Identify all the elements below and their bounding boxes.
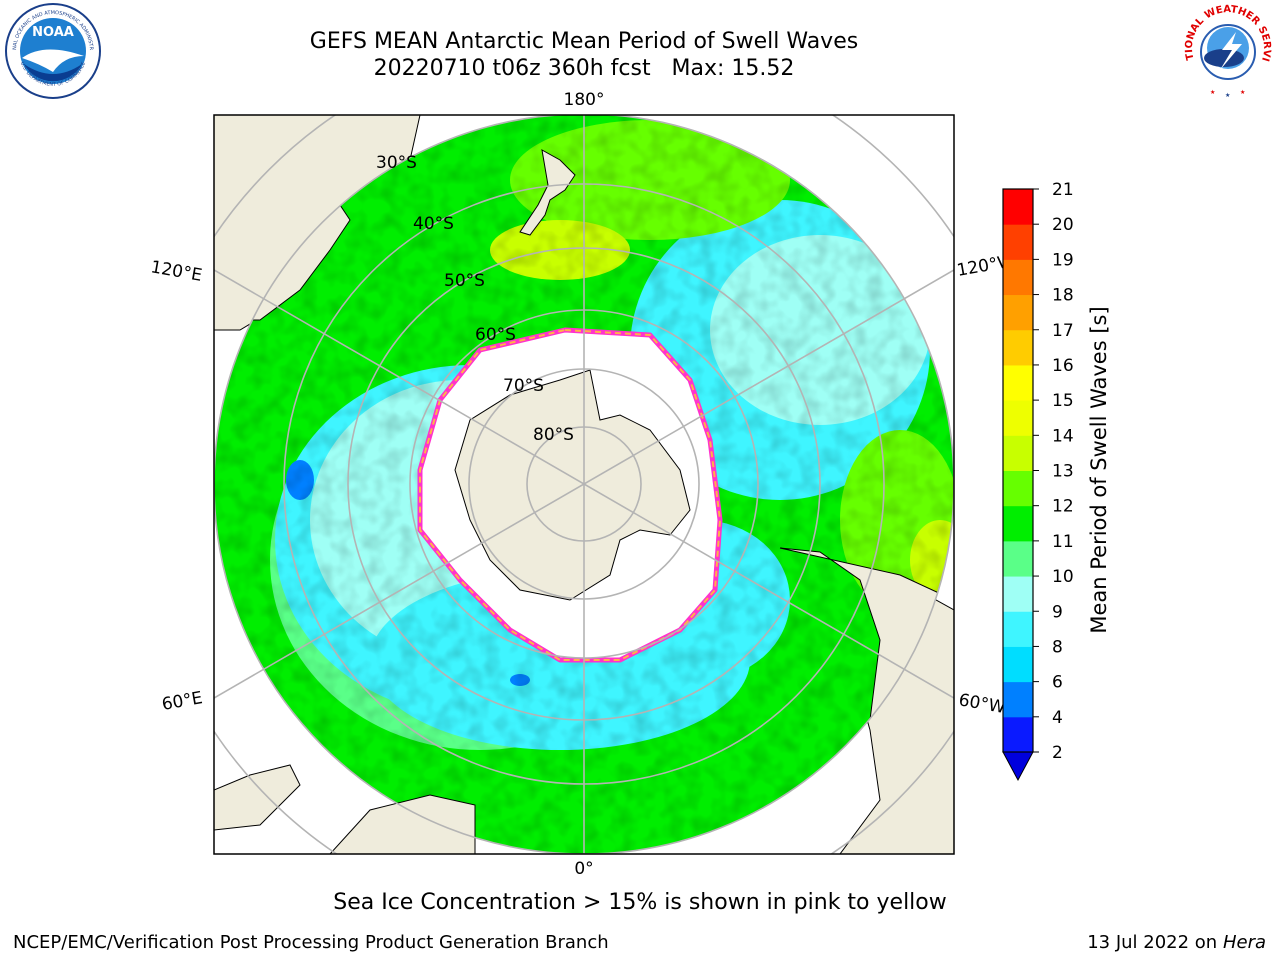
lon-label-0: 0° bbox=[574, 859, 593, 879]
colorbar-swatch bbox=[1003, 294, 1033, 331]
noaa-logo-text: NOAA bbox=[32, 25, 74, 40]
colorbar-swatch bbox=[1003, 435, 1033, 471]
colorbar-tick-label: 10 bbox=[1052, 567, 1074, 587]
colorbar-tick-label: 21 bbox=[1052, 180, 1074, 200]
colorbar-swatch bbox=[1003, 400, 1033, 436]
colorbar-tick-label: 4 bbox=[1052, 708, 1063, 728]
colorbar: 2 4 6 8 9 10 11 12 13 14 15 16 17 18 19 20 21 Mean Perio… bbox=[1002, 180, 1111, 782]
colorbar-tick-label: 13 bbox=[1052, 462, 1074, 482]
colorbar-tick-label: 17 bbox=[1052, 321, 1074, 341]
colorbar-tick-label: 11 bbox=[1052, 532, 1074, 552]
map-frame bbox=[213, 114, 955, 855]
chart-title: GEFS MEAN Antarctic Mean Period of Swell… bbox=[309, 29, 859, 54]
colorbar-tick-label: 9 bbox=[1052, 602, 1063, 622]
svg-text:★: ★ bbox=[1225, 92, 1230, 99]
colorbar-swatch bbox=[1003, 259, 1033, 296]
colorbar-tick-label: 15 bbox=[1052, 391, 1074, 411]
swell-period-field bbox=[214, 115, 954, 854]
colorbar-extend-arrow bbox=[1002, 751, 1034, 782]
colorbar-tick-label: 16 bbox=[1052, 356, 1074, 376]
colorbar-swatch bbox=[1003, 224, 1033, 260]
new-zealand-land bbox=[519, 149, 576, 236]
run-date: 13 Jul 2022 on Hera bbox=[1087, 932, 1266, 953]
colorbar-swatch bbox=[1003, 505, 1033, 542]
colorbar-tick-label: 12 bbox=[1052, 497, 1074, 517]
colorbar-tick-label: 20 bbox=[1052, 215, 1074, 235]
lat-label-70s: 70°S bbox=[503, 376, 544, 396]
colorbar-swatch bbox=[1003, 470, 1033, 507]
lat-label-30s: 30°S bbox=[376, 153, 417, 173]
colorbar-tick-label: 8 bbox=[1052, 637, 1063, 657]
chart-subtitle: 20220710 t06z 360h fcst Max: 15.52 bbox=[373, 56, 795, 81]
lon-label-60e: 60°E bbox=[160, 688, 204, 715]
colorbar-tick-label: 18 bbox=[1052, 286, 1074, 306]
lat-label-50s: 50°S bbox=[444, 271, 485, 291]
colorbar-tick-label: 14 bbox=[1052, 426, 1074, 446]
sea-ice-note: Sea Ice Concentration > 15% is shown in … bbox=[333, 890, 947, 915]
colorbar-tick-label: 19 bbox=[1052, 250, 1074, 270]
lat-label-60s: 60°S bbox=[475, 325, 516, 345]
lon-label-120e: 120°E bbox=[149, 257, 203, 286]
nws-logo: NATIONAL WEATHER SERVICE ★ ★ ★ bbox=[1180, 4, 1274, 99]
colorbar-swatch bbox=[1003, 576, 1033, 612]
colorbar-swatch bbox=[1003, 540, 1033, 577]
credit-line: NCEP/EMC/Verification Post Processing Pr… bbox=[13, 932, 609, 953]
graticule bbox=[214, 115, 954, 854]
colorbar-tick-label: 2 bbox=[1052, 743, 1063, 763]
noaa-logo: NOAA NATIONAL OCEANIC AND ATMOSPHERIC AD… bbox=[4, 2, 101, 99]
colorbar-swatch bbox=[1003, 329, 1033, 366]
antarctica-land bbox=[454, 369, 691, 601]
colorbar-swatch bbox=[1003, 716, 1033, 753]
colorbar-swatch bbox=[1003, 646, 1033, 683]
lat-label-80s: 80°S bbox=[533, 425, 574, 445]
svg-text:★: ★ bbox=[1240, 89, 1245, 96]
colorbar-swatch bbox=[1003, 189, 1033, 225]
colorbar-swatch bbox=[1003, 364, 1033, 401]
colorbar-swatch bbox=[1003, 681, 1033, 718]
colorbar-label: Mean Period of Swell Waves [s] bbox=[1087, 306, 1111, 633]
colorbar-tick-label: 6 bbox=[1052, 673, 1063, 693]
lon-label-180: 180° bbox=[564, 90, 605, 110]
lat-label-40s: 40°S bbox=[413, 214, 454, 234]
svg-text:★: ★ bbox=[1210, 89, 1215, 96]
colorbar-swatch bbox=[1003, 611, 1033, 647]
